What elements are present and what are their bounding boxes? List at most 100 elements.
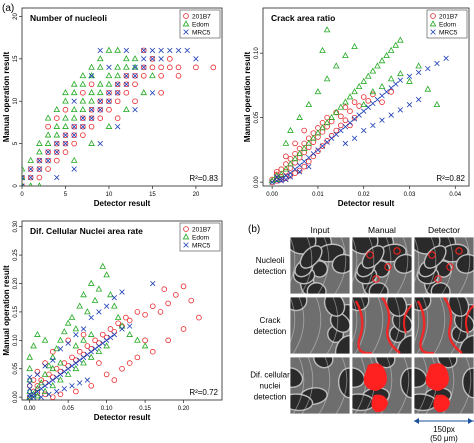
- data-point: [87, 330, 95, 337]
- data-point: [278, 178, 284, 184]
- data-point: [123, 73, 130, 79]
- y-axis-label: Manual operation result: [2, 52, 11, 143]
- data-point: [53, 374, 60, 380]
- crack-overlay: [443, 297, 463, 354]
- data-point: [415, 96, 422, 103]
- cell-membrane: [414, 297, 420, 344]
- cell-membrane: [326, 297, 339, 354]
- row-label: Dif. cellular: [250, 371, 290, 380]
- cell-shape: [290, 393, 314, 412]
- data-point: [342, 123, 349, 130]
- data-point: [277, 170, 285, 177]
- x-tick-label: 0.10: [101, 406, 113, 412]
- data-point: [57, 359, 64, 366]
- data-point: [287, 174, 294, 180]
- data-point: [45, 149, 51, 155]
- data-point: [393, 81, 399, 87]
- data-point: [54, 149, 60, 155]
- x-tick-label: 10: [106, 192, 113, 198]
- nucleoli-overlay: [366, 251, 374, 259]
- data-point: [80, 359, 87, 366]
- data-point: [123, 314, 129, 321]
- data-point: [123, 73, 130, 79]
- data-point: [110, 302, 118, 309]
- nucleoli-overlay: [428, 251, 436, 259]
- data-point: [282, 139, 290, 146]
- cell-membrane: [416, 297, 429, 354]
- data-point: [364, 72, 372, 79]
- y-tick-label: 0.15: [13, 305, 19, 317]
- data-point: [106, 98, 112, 104]
- data-point: [292, 140, 298, 147]
- data-point: [53, 345, 60, 352]
- data-point: [278, 175, 284, 181]
- cell-membrane: [300, 237, 313, 294]
- x-tick-label: 0.04: [449, 192, 461, 198]
- data-point: [97, 107, 103, 113]
- data-point: [193, 56, 199, 62]
- crack-overlay: [403, 304, 412, 334]
- data-point: [149, 90, 156, 96]
- data-point: [292, 170, 298, 176]
- cell-membrane: [352, 237, 358, 284]
- data-point: [106, 106, 112, 113]
- data-point: [378, 57, 386, 64]
- data-point: [388, 85, 394, 91]
- data-point: [106, 89, 112, 96]
- data-point: [62, 132, 69, 138]
- data-point: [406, 77, 413, 84]
- data-point: [149, 56, 156, 62]
- data-point: [53, 106, 61, 113]
- nucleoli-overlay: [434, 275, 442, 283]
- data-point: [84, 308, 91, 315]
- data-point: [141, 64, 147, 71]
- data-point: [123, 81, 130, 88]
- data-point: [319, 124, 326, 131]
- data-point: [310, 139, 317, 145]
- data-point: [315, 134, 321, 140]
- data-point: [434, 60, 440, 67]
- data-point: [126, 360, 133, 366]
- nucleoli-overlay: [393, 247, 401, 255]
- data-point: [80, 326, 87, 332]
- data-point: [26, 365, 34, 372]
- data-point: [70, 80, 78, 87]
- data-point: [54, 140, 60, 147]
- cell-shape: [337, 367, 350, 399]
- data-point: [374, 62, 381, 69]
- data-point: [182, 233, 190, 240]
- row-label: Crack: [260, 316, 282, 325]
- data-point: [96, 343, 102, 349]
- data-point: [167, 64, 173, 71]
- x-tick-label: 0.20: [178, 406, 190, 412]
- data-point: [36, 157, 43, 164]
- data-point: [88, 382, 95, 389]
- cell-membrane: [292, 357, 305, 414]
- data-point: [27, 385, 33, 392]
- data-point: [388, 112, 394, 118]
- data-point: [44, 139, 52, 146]
- data-point: [45, 157, 51, 164]
- legend-box: [179, 222, 221, 252]
- cell-shape: [368, 282, 389, 294]
- data-point: [37, 182, 42, 186]
- data-point: [80, 354, 87, 361]
- data-point: [97, 115, 104, 121]
- data-point: [319, 129, 326, 135]
- data-point: [36, 157, 43, 164]
- data-point: [149, 56, 156, 62]
- data-point: [338, 122, 344, 129]
- data-point: [310, 134, 317, 141]
- data-point: [22, 173, 26, 180]
- data-point: [283, 172, 289, 179]
- data-point: [360, 101, 368, 108]
- data-point: [79, 72, 87, 79]
- data-point: [188, 297, 195, 304]
- y-tick-label: 0.10: [13, 334, 19, 346]
- data-point: [36, 166, 43, 172]
- data-point: [42, 383, 48, 389]
- data-point: [114, 89, 121, 96]
- cell-membrane: [433, 297, 446, 354]
- data-point: [54, 174, 60, 181]
- cell-membrane: [334, 237, 347, 294]
